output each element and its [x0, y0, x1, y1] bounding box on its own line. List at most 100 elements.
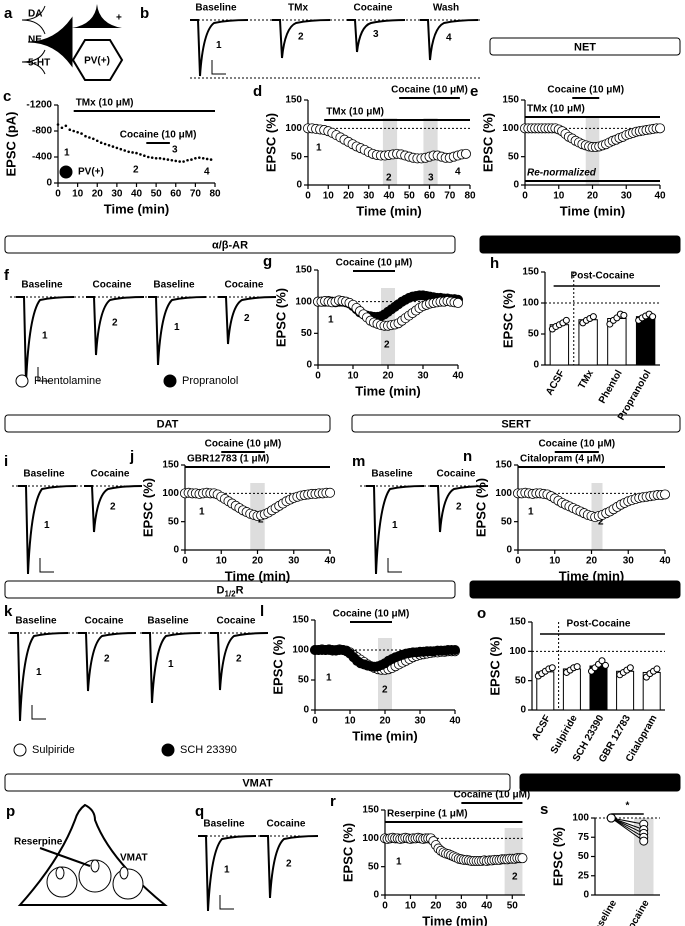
- cocaine-window: [423, 118, 438, 185]
- data-point: [107, 144, 111, 147]
- trace-number: 2: [104, 654, 110, 665]
- y-tick-label: 0: [373, 890, 379, 901]
- epsc-trace: [198, 835, 257, 912]
- panel-letter: o: [477, 605, 486, 622]
- section-header: SERT: [501, 418, 531, 430]
- trace-title: Cocaine: [354, 3, 393, 14]
- epsc-trace: [430, 485, 489, 533]
- significance-star: *: [626, 801, 630, 812]
- section-header: Summary: [550, 584, 601, 596]
- window-number: 2: [512, 872, 518, 883]
- neuron-label: DA: [28, 9, 42, 20]
- y-tick-label: 0: [506, 545, 512, 556]
- trace-number: 1: [168, 659, 174, 670]
- x-tick-label: 60: [424, 191, 436, 202]
- data-point: [64, 124, 68, 128]
- x-tick-label: 0: [515, 556, 521, 567]
- x-axis-title: Time (min): [422, 913, 488, 926]
- epsc-trace: [190, 19, 249, 77]
- data-point: [460, 148, 471, 159]
- trace-title: Baseline: [147, 616, 189, 627]
- trace-title: Cocaine: [85, 616, 124, 627]
- bar: [578, 319, 598, 366]
- section-header-box: [479, 235, 681, 254]
- y-tick-label: 50: [298, 675, 310, 686]
- x-tick-label: 20: [379, 716, 391, 727]
- data-point: [99, 141, 103, 144]
- drug-label: Cocaine (10 μM): [391, 85, 468, 96]
- epsc-trace: [218, 296, 277, 345]
- y-tick-label: 150: [295, 265, 312, 276]
- y-axis-title: EPSC (%): [340, 823, 355, 882]
- legend-marker: [59, 165, 73, 179]
- header-text: VMAT: [242, 777, 273, 789]
- vmat-transporter: [55, 866, 65, 880]
- section-header-box: [4, 773, 511, 792]
- x-tick-label: 40: [131, 189, 143, 200]
- y-tick-label: 50: [368, 861, 380, 872]
- drug-label: GBR12783 (1 μM): [187, 454, 269, 465]
- reserpine-arrow: [39, 847, 91, 867]
- x-tick-label: 20: [252, 556, 264, 567]
- paired-line: [610, 817, 645, 838]
- scale-bar: [387, 558, 402, 573]
- data-point: [573, 663, 581, 671]
- x-tick-label: 40: [481, 901, 493, 912]
- panel-letter: d: [253, 83, 262, 100]
- data-point: [95, 139, 99, 143]
- trace-title: Baseline: [15, 616, 57, 627]
- panel-letter: q: [195, 803, 204, 820]
- vmat-transporter: [119, 866, 129, 880]
- y-tick-label: 0: [46, 178, 52, 189]
- x-tick-label: 30: [111, 189, 123, 200]
- epsc-trace: [86, 296, 145, 356]
- neuron-5ht: [21, 49, 46, 75]
- epsc-trace: [210, 632, 269, 691]
- x-tick-label: 20: [343, 191, 355, 202]
- y-tick-label: 50: [168, 516, 180, 527]
- window-number: 1: [328, 315, 334, 326]
- trace-number: 1: [42, 330, 48, 341]
- data-point: [589, 313, 597, 321]
- section-header: NET: [574, 41, 596, 53]
- trace-title: Cocaine: [217, 616, 256, 627]
- trace-number: 1: [216, 40, 222, 51]
- y-tick-label: -800: [32, 126, 52, 137]
- legend-marker: [163, 374, 177, 388]
- panel-letter: m: [352, 453, 365, 470]
- trace-number: 2: [236, 653, 242, 664]
- drug-label: Cocaine (10 μM): [120, 130, 197, 141]
- scale-bar: [219, 895, 234, 910]
- x-tick-label: 30: [288, 556, 300, 567]
- neuron-label: NE: [28, 35, 42, 46]
- data-point: [655, 123, 666, 134]
- panel-letter: p: [6, 803, 15, 820]
- epsc-trace: [260, 835, 319, 899]
- y-tick-label: 150: [502, 95, 519, 106]
- y-tick-label: 0: [513, 180, 519, 191]
- y-axis-title: EPSC (%): [480, 113, 495, 172]
- data-point: [190, 158, 193, 161]
- x-tick-label: 50: [507, 901, 519, 912]
- drug-label: Cocaine (10 μM): [538, 439, 615, 450]
- trace-title: Cocaine: [225, 280, 264, 291]
- y-tick-label: 100: [495, 488, 512, 499]
- panel-letter: n: [463, 448, 472, 465]
- window-number: 1: [64, 148, 70, 159]
- bar: [635, 316, 656, 366]
- post-cocaine-label: Post-Cocaine: [567, 619, 631, 630]
- y-axis-title: EPSC (%): [500, 289, 515, 348]
- x-tick-label: 30: [456, 901, 468, 912]
- y-tick-label: 50: [301, 328, 313, 339]
- trace-number: 2: [286, 859, 292, 870]
- x-tick-label: 30: [417, 371, 429, 382]
- window-number: 1: [528, 507, 534, 518]
- trace-number: 4: [446, 33, 452, 44]
- window-number: 1: [316, 143, 322, 154]
- data-point: [452, 297, 463, 308]
- data-point: [517, 853, 528, 864]
- window-number: 1: [199, 507, 205, 518]
- y-tick-label: -1200: [26, 100, 52, 111]
